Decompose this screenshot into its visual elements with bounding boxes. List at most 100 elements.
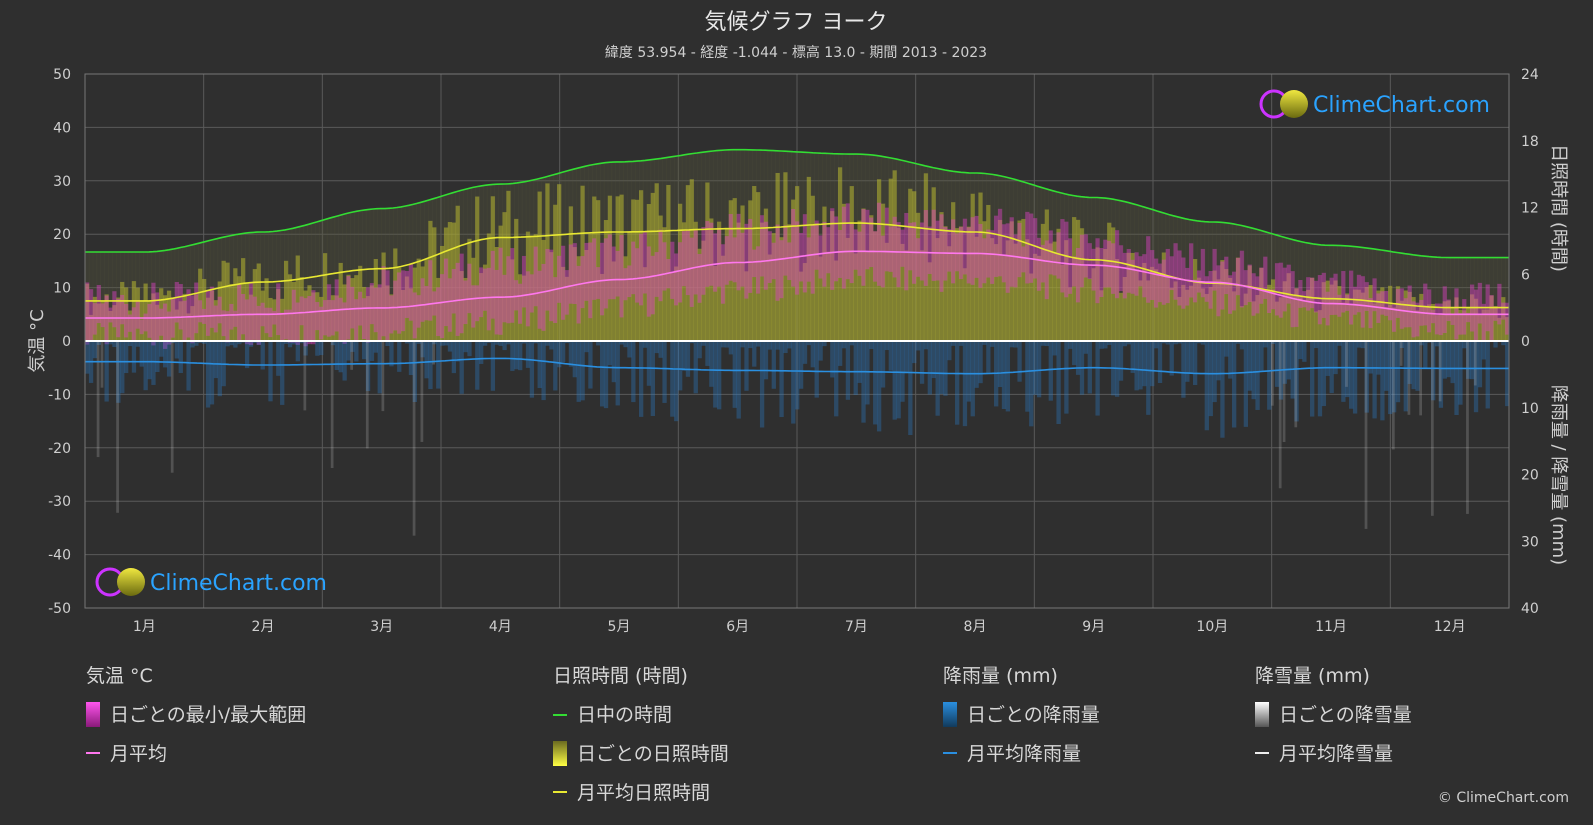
temperature-range-bar	[810, 225, 815, 294]
sunshine-bar	[1103, 249, 1108, 341]
rain-bar	[623, 341, 628, 348]
sunshine-bar	[475, 196, 480, 341]
sunshine-bar	[1477, 315, 1483, 341]
sunshine-bar	[1415, 310, 1420, 341]
sunshine-bar	[1403, 290, 1408, 341]
temperature-range-bar	[186, 289, 191, 338]
sunshine-bar	[322, 253, 328, 341]
sunshine-bar	[1329, 284, 1334, 341]
rain-bar	[724, 341, 730, 348]
rain-bar	[810, 341, 815, 368]
temperature-range-bar	[861, 209, 866, 286]
month-tick-label: 4月	[489, 619, 512, 635]
sunshine-bar	[849, 186, 854, 341]
rain-bar	[732, 341, 737, 408]
sunshine-bar	[190, 306, 195, 341]
temperature-range-bar	[1161, 259, 1167, 305]
snow-bar	[1466, 341, 1469, 514]
sunshine-bar	[553, 204, 558, 341]
temperature-range-bar	[143, 313, 148, 332]
temperature-range-bar	[1255, 276, 1260, 314]
daylight-bar	[1341, 245, 1346, 341]
sunshine-bar	[635, 199, 640, 341]
snow-bar	[100, 341, 104, 388]
temperature-range-bar	[994, 215, 999, 277]
rain-bar	[1095, 341, 1100, 416]
legend-daily-range-swatch	[86, 702, 100, 727]
sunshine-bar	[358, 265, 363, 341]
daylight-bar	[1438, 257, 1444, 341]
rain-bar	[482, 341, 488, 346]
temperature-range-bar	[1189, 243, 1194, 298]
rain-bar	[1263, 341, 1268, 348]
temperature-range-bar	[1501, 302, 1506, 320]
sunshine-bar	[857, 220, 862, 341]
temperature-range-bar	[966, 227, 972, 284]
temperature-range-bar	[424, 285, 429, 321]
daylight-bar	[1446, 257, 1451, 341]
temperature-range-bar	[541, 263, 546, 331]
sunshine-bar	[260, 290, 265, 341]
rain-bar	[120, 341, 125, 394]
snow-bar	[420, 341, 424, 442]
temperature-range-bar	[771, 242, 776, 280]
rain-bar	[978, 341, 983, 384]
rain-bar	[962, 341, 968, 427]
temperature-range-bar	[908, 222, 913, 271]
rain-bar	[943, 341, 948, 396]
daylight-bar	[1138, 205, 1143, 341]
temperature-range-bar	[1095, 238, 1100, 304]
daylight-bar	[182, 246, 187, 341]
daylight-bar	[1317, 244, 1323, 341]
sunshine-bar	[853, 253, 858, 341]
snow-bar	[116, 341, 119, 513]
temperature-range-bar	[459, 253, 464, 334]
temperature-range-bar	[970, 217, 975, 285]
rain-bar	[1341, 341, 1346, 402]
temperature-range-bar	[307, 296, 312, 345]
sunshine-bar	[1395, 286, 1401, 341]
sunshine-bar	[1099, 290, 1104, 341]
rain-bar	[377, 341, 382, 394]
legend-daily-snow-label: 日ごとの降雪量	[1279, 704, 1412, 726]
rain-bar	[576, 341, 581, 402]
snow-bar	[1473, 341, 1477, 386]
temperature-range-bar	[865, 209, 870, 270]
snow-bar	[1282, 341, 1286, 443]
temperature-range-bar	[787, 242, 792, 281]
rain-bar	[1458, 341, 1463, 405]
temperature-range-bar	[428, 260, 433, 321]
sunshine-bar	[1360, 292, 1366, 341]
rain-bar	[268, 341, 273, 402]
data-lines	[85, 148, 1509, 375]
daylight-bar	[155, 251, 160, 341]
sunshine-bar	[463, 277, 468, 341]
sunshine-bar	[1161, 252, 1167, 341]
temperature-range-bar	[401, 270, 406, 332]
temperature-range-bar	[1157, 263, 1163, 303]
sunshine-bar	[869, 215, 874, 341]
sunshine-bar	[1372, 303, 1377, 341]
snow-bar	[1391, 341, 1395, 450]
temperature-range-bar	[857, 231, 862, 276]
sunshine-bar	[568, 206, 574, 341]
temperature-range-bar	[549, 249, 554, 322]
temperature-range-bar	[147, 303, 152, 338]
sunshine-bar	[100, 300, 105, 341]
daylight-bar	[272, 231, 277, 341]
temperature-range-bar	[1150, 250, 1155, 300]
rain-bar	[330, 341, 336, 346]
rain-bar	[1013, 341, 1018, 348]
left-tick-label: 50	[53, 67, 71, 83]
sunshine-bar	[397, 267, 402, 341]
temperature-range-bar	[1056, 232, 1061, 279]
temperature-range-bar	[397, 272, 402, 334]
temperature-range-bar	[471, 285, 476, 328]
temperature-range-bar	[1048, 230, 1053, 275]
snow-bar	[303, 341, 307, 411]
temperature-range-bar	[494, 269, 499, 335]
rain-bar	[1036, 341, 1042, 398]
sunshine-bar	[1434, 315, 1440, 341]
right-tick-label-hours: 6	[1521, 267, 1530, 283]
